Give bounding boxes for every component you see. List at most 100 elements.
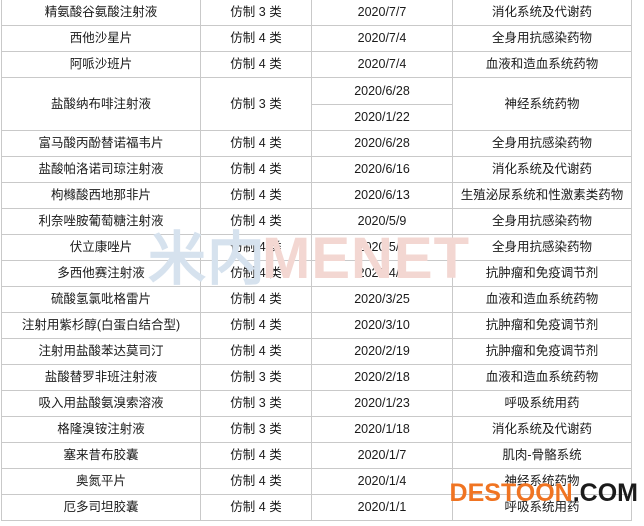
cell-acceptance-date: 2020/2/18 [311, 364, 453, 391]
cell-therapeutic-category: 消化系统及代谢药 [452, 416, 632, 443]
cell-acceptance-date-item: 2020/1/22 [354, 110, 410, 125]
cell-therapeutic-category: 全身用抗感染药物 [452, 234, 632, 261]
table-row: 硫酸氢氯吡格雷片 仿制 4 类 2020/3/25 血液和造血系统药物 [1, 286, 632, 313]
cell-registration-type: 仿制 3 类 [200, 416, 312, 443]
table-row: 吸入用盐酸氨溴索溶液 仿制 3 类 2020/1/23 呼吸系统用药 [1, 390, 632, 417]
cell-therapeutic-category: 消化系统及代谢药 [452, 0, 632, 26]
cell-registration-type: 仿制 4 类 [200, 25, 312, 52]
cell-drug-name: 奥氮平片 [1, 468, 201, 495]
destoon-logo-main: DESTOON [449, 479, 573, 507]
cell-registration-type: 仿制 3 类 [200, 77, 312, 131]
cell-therapeutic-category: 抗肿瘤和免疫调节剂 [452, 312, 632, 339]
cell-registration-type: 仿制 4 类 [200, 234, 312, 261]
cell-drug-name: 注射用盐酸苯达莫司汀 [1, 338, 201, 365]
cell-drug-name: 多西他赛注射液 [1, 260, 201, 287]
cell-therapeutic-category: 血液和造血系统药物 [452, 364, 632, 391]
cell-acceptance-date: 2020/2/19 [311, 338, 453, 365]
cell-drug-name: 盐酸替罗非班注射液 [1, 364, 201, 391]
cell-therapeutic-category: 抗肿瘤和免疫调节剂 [452, 338, 632, 365]
cell-acceptance-date: 2020/3/25 [311, 286, 453, 313]
cell-drug-name: 利奈唑胺葡萄糖注射液 [1, 208, 201, 235]
cell-drug-name: 富马酸丙酚替诺福韦片 [1, 130, 201, 157]
cell-registration-type: 仿制 3 类 [200, 390, 312, 417]
table-row: 西他沙星片 仿制 4 类 2020/7/4 全身用抗感染药物 [1, 25, 632, 52]
cell-therapeutic-category: 呼吸系统用药 [452, 390, 632, 417]
cell-acceptance-date: 2020/1/4 [311, 468, 453, 495]
cell-drug-name: 伏立康唑片 [1, 234, 201, 261]
table-row: 奥氮平片 仿制 4 类 2020/1/4 神经系统药物 [1, 468, 632, 495]
date-sub-table: 2020/6/28 2020/1/22 [312, 78, 452, 130]
table-row: 注射用盐酸苯达莫司汀 仿制 4 类 2020/2/19 抗肿瘤和免疫调节剂 [1, 338, 632, 365]
date-sub-row: 2020/1/22 [312, 104, 452, 130]
table-row: 伏立康唑片 仿制 4 类 2020/5/6 全身用抗感染药物 [1, 234, 632, 261]
cell-therapeutic-category: 神经系统药物 [452, 77, 632, 131]
cell-registration-type: 仿制 4 类 [200, 442, 312, 469]
cell-therapeutic-category: 神经系统药物 [452, 468, 632, 495]
destoon-logo-tld: .COM [572, 479, 638, 507]
cell-therapeutic-category: 血液和造血系统药物 [452, 51, 632, 78]
cell-therapeutic-category: 全身用抗感染药物 [452, 208, 632, 235]
cell-registration-type: 仿制 4 类 [200, 51, 312, 78]
cell-drug-name: 精氨酸谷氨酸注射液 [1, 0, 201, 26]
destoon-logo: DESTOON.COM [450, 481, 638, 506]
cell-acceptance-date: 2020/6/13 [311, 182, 453, 209]
cell-acceptance-date: 2020/4/8 [311, 260, 453, 287]
cell-therapeutic-category: 抗肿瘤和免疫调节剂 [452, 260, 632, 287]
cell-registration-type: 仿制 4 类 [200, 156, 312, 183]
cell-therapeutic-category: 生殖泌尿系统和性激素类药物 [452, 182, 632, 209]
cell-drug-name: 厄多司坦胶囊 [1, 494, 201, 521]
cell-drug-name: 阿哌沙班片 [1, 51, 201, 78]
cell-therapeutic-category: 全身用抗感染药物 [452, 130, 632, 157]
cell-drug-name: 西他沙星片 [1, 25, 201, 52]
cell-acceptance-date: 2020/6/16 [311, 156, 453, 183]
drug-approval-table: 精氨酸谷氨酸注射液 仿制 3 类 2020/7/7 消化系统及代谢药 西他沙星片 仿制 4… [1, 0, 632, 521]
table-row: 盐酸替罗非班注射液 仿制 3 类 2020/2/18 血液和造血系统药物 [1, 364, 632, 391]
cell-therapeutic-category: 全身用抗感染药物 [452, 25, 632, 52]
table-row: 多西他赛注射液 仿制 4 类 2020/4/8 抗肿瘤和免疫调节剂 [1, 260, 632, 287]
cell-registration-type: 仿制 4 类 [200, 130, 312, 157]
cell-acceptance-date-item: 2020/6/28 [312, 78, 452, 105]
cell-therapeutic-category: 呼吸系统用药 [452, 494, 632, 521]
cell-registration-type: 仿制 4 类 [200, 260, 312, 287]
cell-acceptance-date: 2020/7/7 [311, 0, 453, 26]
cell-therapeutic-category: 肌肉-骨骼系统 [452, 442, 632, 469]
cell-drug-name: 注射用紫杉醇(白蛋白结合型) [1, 312, 201, 339]
cell-registration-type: 仿制 4 类 [200, 494, 312, 521]
date-sub-row: 2020/6/28 [312, 78, 452, 105]
cell-registration-type: 仿制 4 类 [200, 286, 312, 313]
cell-acceptance-date: 2020/7/4 [311, 25, 453, 52]
cell-acceptance-date: 2020/1/18 [311, 416, 453, 443]
cell-acceptance-date: 2020/6/28 [311, 130, 453, 157]
table-row: 富马酸丙酚替诺福韦片 仿制 4 类 2020/6/28 全身用抗感染药物 [1, 130, 632, 157]
cell-drug-name: 格隆溴铵注射液 [1, 416, 201, 443]
cell-therapeutic-category: 消化系统及代谢药 [452, 156, 632, 183]
table-body: 精氨酸谷氨酸注射液 仿制 3 类 2020/7/7 消化系统及代谢药 西他沙星片 仿制 4… [1, 0, 632, 521]
table-row: 利奈唑胺葡萄糖注射液 仿制 4 类 2020/5/9 全身用抗感染药物 [1, 208, 632, 235]
cell-acceptance-date: 2020/6/28 2020/1/22 [311, 77, 453, 131]
table-row: 格隆溴铵注射液 仿制 3 类 2020/1/18 消化系统及代谢药 [1, 416, 632, 443]
cell-drug-name: 盐酸帕洛诺司琼注射液 [1, 156, 201, 183]
table-row: 阿哌沙班片 仿制 4 类 2020/7/4 血液和造血系统药物 [1, 51, 632, 78]
cell-acceptance-date: 2020/5/9 [311, 208, 453, 235]
cell-registration-type: 仿制 3 类 [200, 0, 312, 26]
cell-drug-name: 盐酸纳布啡注射液 [1, 77, 201, 131]
cell-drug-name: 硫酸氢氯吡格雷片 [1, 286, 201, 313]
table-row: 厄多司坦胶囊 仿制 4 类 2020/1/1 呼吸系统用药 [1, 494, 632, 521]
cell-therapeutic-category: 血液和造血系统药物 [452, 286, 632, 313]
cell-registration-type: 仿制 4 类 [200, 468, 312, 495]
cell-registration-type: 仿制 4 类 [200, 338, 312, 365]
cell-registration-type: 仿制 4 类 [200, 182, 312, 209]
cell-drug-name: 塞来昔布胶囊 [1, 442, 201, 469]
table-row: 枸橼酸西地那非片 仿制 4 类 2020/6/13 生殖泌尿系统和性激素类药物 [1, 182, 632, 209]
cell-acceptance-date: 2020/1/23 [311, 390, 453, 417]
cell-drug-name: 枸橼酸西地那非片 [1, 182, 201, 209]
cell-acceptance-date: 2020/3/10 [311, 312, 453, 339]
cell-acceptance-date: 2020/5/6 [311, 234, 453, 261]
cell-drug-name: 吸入用盐酸氨溴索溶液 [1, 390, 201, 417]
table-row: 塞来昔布胶囊 仿制 4 类 2020/1/7 肌肉-骨骼系统 [1, 442, 632, 469]
cell-registration-type: 仿制 3 类 [200, 364, 312, 391]
table-row: 精氨酸谷氨酸注射液 仿制 3 类 2020/7/7 消化系统及代谢药 [1, 0, 632, 26]
cell-acceptance-date: 2020/7/4 [311, 51, 453, 78]
table-row: 盐酸纳布啡注射液 仿制 3 类 2020/6/28 2020/1/22 神经系统药物 [1, 77, 632, 131]
